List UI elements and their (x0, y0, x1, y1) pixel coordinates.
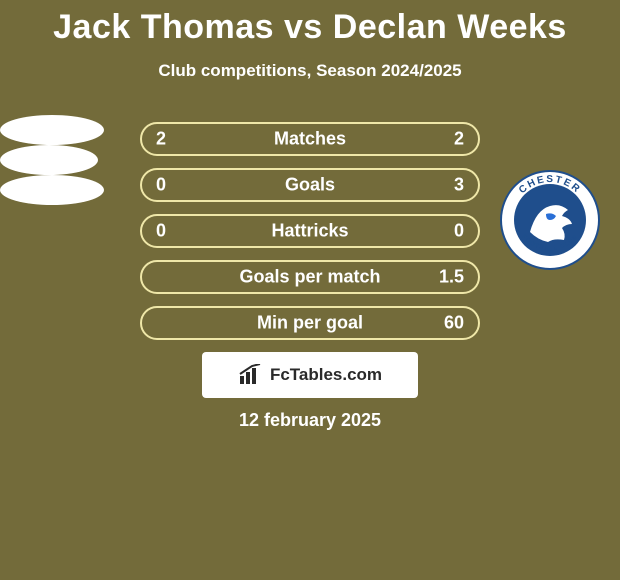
stat-bar: Hattricks0 0 (140, 214, 480, 248)
stat-label: Matches (142, 129, 478, 150)
brand-chart-icon (238, 364, 264, 386)
stat-value-left: 0 (156, 221, 166, 242)
stat-label: Goals (142, 175, 478, 196)
stat-bar: Goals per match1.5 (140, 260, 480, 294)
stat-label: Min per goal (142, 313, 478, 334)
stat-label: Hattricks (142, 221, 478, 242)
stat-value-right: 3 (454, 175, 464, 196)
stat-row: Min per goal60 (0, 306, 620, 352)
stat-row: Matches2 2 (0, 122, 620, 168)
stat-value-left: 2 (156, 129, 166, 150)
subtitle: Club competitions, Season 2024/2025 (0, 61, 620, 81)
stat-label: Goals per match (142, 267, 478, 288)
stat-bar: Matches2 2 (140, 122, 480, 156)
stat-value-left: 0 (156, 175, 166, 196)
stat-value-right: 2 (454, 129, 464, 150)
stat-value-right: 1.5 (439, 267, 464, 288)
page-title: Jack Thomas vs Declan Weeks (0, 8, 620, 47)
brand-text: FcTables.com (270, 365, 382, 385)
brand-box: FcTables.com (202, 352, 418, 398)
stat-bar: Min per goal60 (140, 306, 480, 340)
date-line: 12 february 2025 (0, 410, 620, 431)
stat-bar: Goals0 3 (140, 168, 480, 202)
stat-value-right: 60 (444, 313, 464, 334)
stat-value-right: 0 (454, 221, 464, 242)
right-club-crest: CHESTER FOOTBALL CLUB (500, 170, 600, 270)
